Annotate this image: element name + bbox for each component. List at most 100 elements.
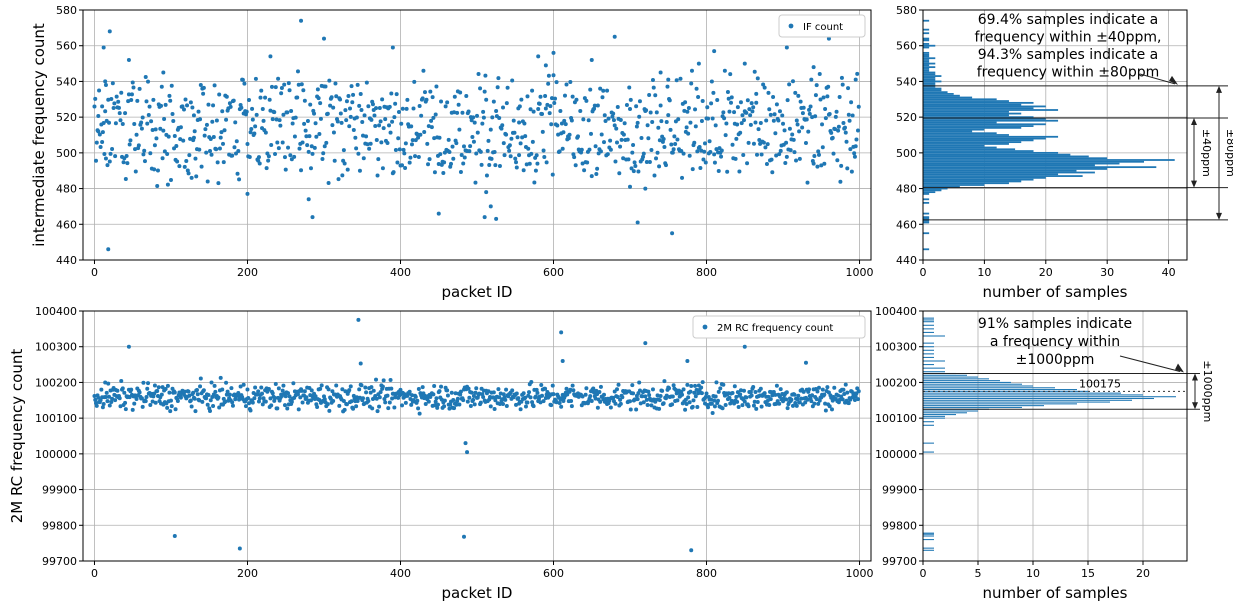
data-point (287, 394, 292, 399)
data-point (225, 389, 230, 394)
data-point (825, 94, 830, 99)
data-point (792, 392, 797, 397)
data-point (317, 132, 322, 137)
data-point (770, 170, 775, 175)
data-point (204, 122, 209, 127)
histogram-bar (923, 381, 1011, 383)
data-point (531, 404, 536, 409)
data-point (221, 160, 226, 165)
y-tick-label: 560 (896, 40, 917, 53)
data-point (545, 102, 550, 107)
data-point (709, 397, 714, 402)
histogram-bar (923, 539, 934, 541)
data-point (385, 393, 390, 398)
histogram-bar (923, 414, 956, 416)
y-tick-label: 540 (896, 75, 917, 88)
data-point (561, 399, 566, 404)
data-point (409, 142, 414, 147)
axes-frame (82, 9, 872, 261)
data-point (350, 100, 355, 105)
data-point (106, 97, 111, 102)
y-tick-label: 100200 (35, 376, 77, 389)
data-point (163, 102, 168, 107)
histogram-bar (923, 342, 934, 344)
data-point (379, 140, 384, 145)
data-point (263, 399, 268, 404)
data-point (113, 121, 118, 126)
data-point (553, 96, 558, 101)
data-point (123, 176, 128, 181)
data-point (735, 122, 740, 127)
histogram-bar (923, 146, 997, 149)
data-point (741, 153, 746, 158)
data-point (621, 132, 626, 137)
data-point (497, 395, 502, 400)
data-point (252, 131, 257, 136)
data-point (290, 121, 295, 126)
histogram-bar (923, 394, 1143, 396)
data-point (103, 79, 108, 84)
data-point (260, 391, 265, 396)
data-point (448, 161, 453, 166)
data-point (518, 407, 523, 412)
data-point (197, 147, 202, 152)
data-point (547, 111, 552, 116)
data-point (827, 111, 832, 116)
data-point (413, 154, 418, 159)
data-point (139, 120, 144, 125)
data-point (759, 152, 764, 157)
data-point (690, 167, 695, 172)
data-point (476, 72, 481, 77)
data-point (503, 397, 508, 402)
data-point (813, 93, 818, 98)
histogram-bar (923, 93, 954, 95)
data-point (635, 120, 640, 125)
data-point (196, 109, 201, 114)
data-point (380, 97, 385, 102)
data-point (426, 399, 431, 404)
data-point (737, 169, 742, 174)
data-point (505, 85, 510, 90)
data-point (381, 378, 386, 383)
data-point (826, 84, 831, 89)
data-point (735, 399, 740, 404)
data-point (175, 159, 180, 164)
data-point (374, 106, 379, 111)
data-point (686, 106, 691, 111)
data-point (237, 546, 242, 551)
y-tick-label: 99800 (882, 519, 917, 532)
histogram-bar (923, 119, 1059, 122)
data-point (855, 397, 860, 402)
data-point (172, 133, 177, 138)
data-point (144, 394, 149, 399)
data-point (415, 398, 420, 403)
data-point (496, 76, 501, 81)
data-point (390, 45, 395, 50)
data-point (191, 390, 196, 395)
range-label-1000: ±1000ppm (1201, 360, 1214, 422)
data-point (842, 392, 847, 397)
data-point (617, 171, 622, 176)
data-point (794, 158, 799, 163)
data-point (437, 135, 442, 140)
data-point (531, 109, 536, 114)
data-point (99, 387, 104, 392)
data-point (364, 134, 369, 139)
x-tick-label: 10 (977, 266, 991, 279)
data-point (224, 380, 229, 385)
data-point (784, 397, 789, 402)
data-point (598, 384, 603, 389)
range-label-40: ±40ppm (1200, 129, 1213, 177)
data-point (338, 111, 343, 116)
data-point (419, 113, 424, 118)
data-point (569, 118, 574, 123)
data-point (497, 163, 502, 168)
data-point (273, 395, 278, 400)
data-point (618, 397, 623, 402)
histogram-bar (923, 134, 1009, 136)
data-point (442, 398, 447, 403)
data-point (217, 92, 222, 97)
histogram-bar (923, 405, 1044, 407)
data-point (163, 387, 168, 392)
data-point (329, 95, 334, 100)
